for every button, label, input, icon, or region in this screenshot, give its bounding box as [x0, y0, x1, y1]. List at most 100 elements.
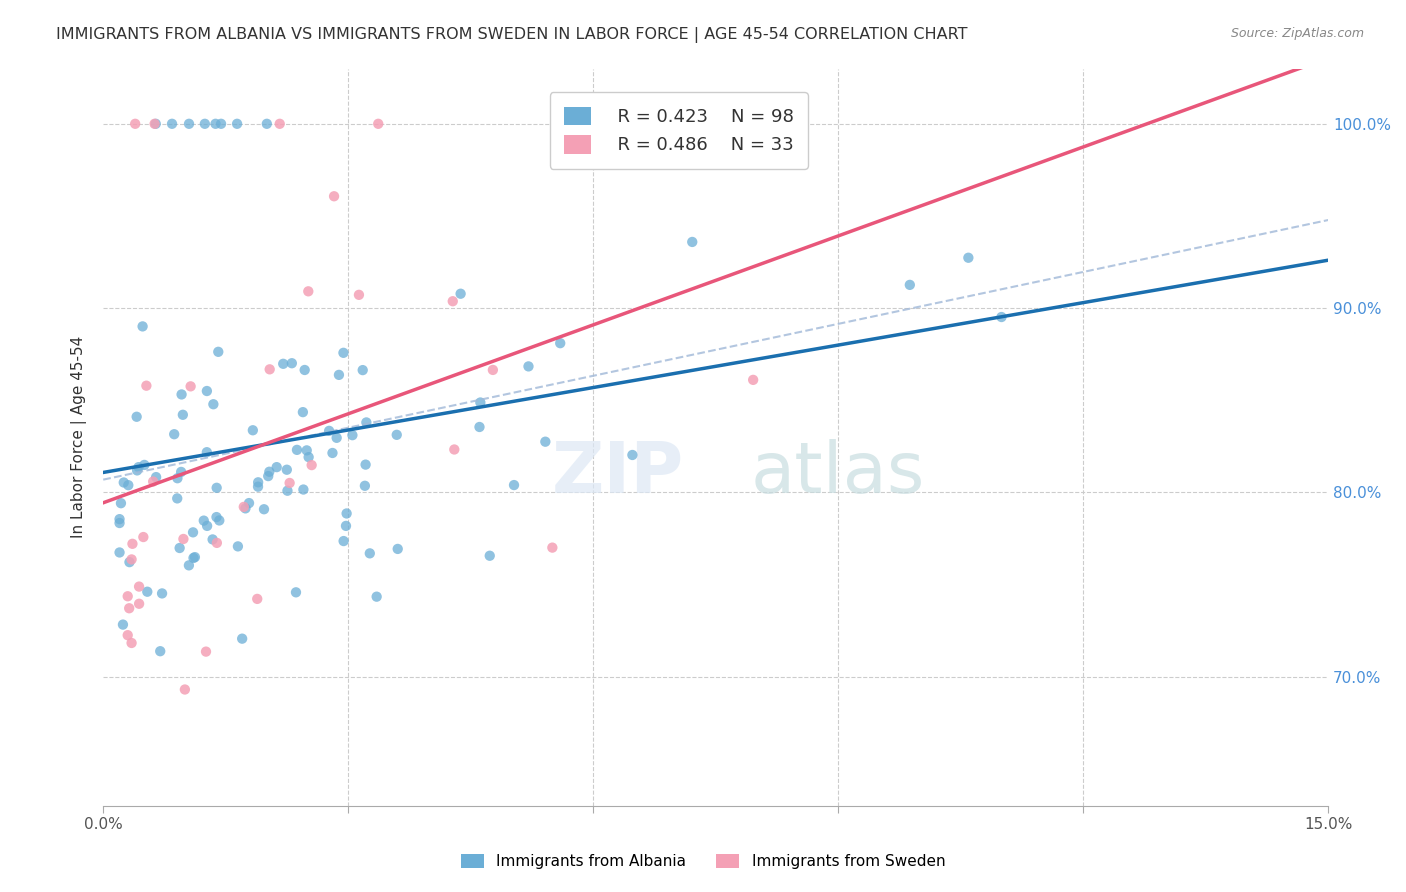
Point — [366, 590, 388, 604]
Point — [124, 117, 146, 131]
Point — [534, 434, 557, 449]
Point — [127, 463, 149, 477]
Point — [134, 458, 156, 472]
Point — [450, 286, 472, 301]
Point — [177, 117, 200, 131]
Point — [145, 470, 167, 484]
Point — [269, 117, 291, 131]
Point — [541, 541, 564, 555]
Point — [183, 550, 205, 565]
Point — [205, 481, 228, 495]
Point — [276, 483, 298, 498]
Point — [125, 409, 148, 424]
Point — [323, 189, 346, 203]
Point — [117, 628, 139, 642]
Point — [131, 319, 153, 334]
Point — [169, 541, 191, 555]
Point — [170, 387, 193, 401]
Point — [328, 368, 350, 382]
Point — [150, 586, 173, 600]
Point — [742, 373, 765, 387]
Point — [517, 359, 540, 374]
Text: ZIP: ZIP — [551, 440, 683, 508]
Point — [347, 288, 370, 302]
Point — [957, 251, 980, 265]
Point — [195, 645, 218, 659]
Point — [202, 397, 225, 411]
Legend:   R = 0.423    N = 98,   R = 0.486    N = 33: R = 0.423 N = 98, R = 0.486 N = 33 — [550, 92, 808, 169]
Point — [470, 395, 492, 409]
Point — [478, 549, 501, 563]
Point — [276, 463, 298, 477]
Point — [298, 450, 321, 464]
Point — [332, 534, 354, 549]
Point — [354, 479, 377, 493]
Point — [266, 460, 288, 475]
Point — [257, 469, 280, 483]
Point — [121, 636, 143, 650]
Point — [128, 460, 150, 475]
Point — [443, 442, 465, 457]
Point — [359, 546, 381, 560]
Point — [259, 362, 281, 376]
Point — [135, 378, 157, 392]
Point — [112, 475, 135, 490]
Point — [180, 379, 202, 393]
Point — [142, 475, 165, 489]
Point — [354, 458, 377, 472]
Point — [117, 478, 139, 492]
Point — [232, 500, 254, 514]
Point — [195, 384, 218, 398]
Point — [292, 483, 315, 497]
Point — [118, 555, 141, 569]
Point — [108, 516, 131, 530]
Point — [242, 423, 264, 437]
Point — [121, 537, 143, 551]
Point — [259, 465, 281, 479]
Point — [145, 117, 167, 131]
Point — [367, 117, 389, 131]
Point — [294, 363, 316, 377]
Point — [117, 589, 139, 603]
Text: IMMIGRANTS FROM ALBANIA VS IMMIGRANTS FROM SWEDEN IN LABOR FORCE | AGE 45-54 COR: IMMIGRANTS FROM ALBANIA VS IMMIGRANTS FR… — [56, 27, 967, 43]
Point — [247, 475, 270, 490]
Point — [208, 513, 231, 527]
Point — [321, 446, 343, 460]
Point — [285, 585, 308, 599]
Point — [170, 465, 193, 479]
Point — [278, 475, 301, 490]
Point — [898, 277, 921, 292]
Point — [387, 541, 409, 556]
Point — [195, 519, 218, 533]
Point — [356, 416, 378, 430]
Point — [160, 117, 183, 131]
Point — [335, 519, 357, 533]
Point — [132, 530, 155, 544]
Point — [143, 117, 166, 131]
Point — [118, 601, 141, 615]
Point — [238, 496, 260, 510]
Point — [172, 532, 194, 546]
Point — [194, 117, 217, 131]
Point — [204, 117, 226, 131]
Point — [195, 445, 218, 459]
Point — [621, 448, 644, 462]
Point — [342, 428, 364, 442]
Point — [207, 344, 229, 359]
Point — [128, 580, 150, 594]
Point — [205, 536, 228, 550]
Point — [149, 644, 172, 658]
Point — [482, 363, 505, 377]
Point — [226, 117, 249, 131]
Point — [336, 507, 359, 521]
Point — [231, 632, 253, 646]
Point — [184, 550, 207, 565]
Point — [205, 510, 228, 524]
Point — [297, 285, 319, 299]
Point — [181, 525, 204, 540]
Point — [503, 478, 526, 492]
Y-axis label: In Labor Force | Age 45-54: In Labor Force | Age 45-54 — [72, 336, 87, 538]
Point — [136, 584, 159, 599]
Point — [332, 346, 354, 360]
Point — [295, 443, 318, 458]
